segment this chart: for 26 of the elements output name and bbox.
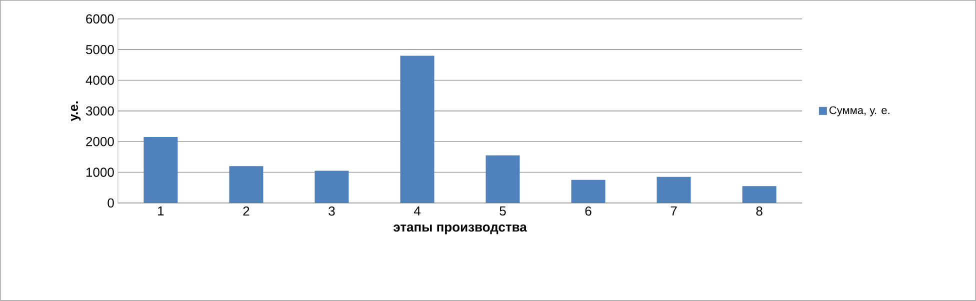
y-tick-label: 2000	[86, 137, 114, 146]
y-tick-label: 6000	[86, 14, 114, 24]
x-tick-label: 8	[756, 206, 762, 216]
x-tick-label: 3	[328, 206, 335, 216]
x-tick-label: 2	[243, 206, 250, 216]
y-tick-label: 5000	[86, 45, 114, 54]
bar	[486, 155, 520, 203]
y-axis-title: у.е.	[70, 102, 81, 122]
bar	[144, 137, 178, 203]
x-axis-title: этапы производства	[393, 224, 527, 234]
x-tick-label: 6	[585, 206, 592, 216]
y-tick-label: 3000	[86, 106, 114, 116]
bar	[656, 176, 691, 203]
x-tick-label: 7	[670, 206, 677, 216]
bar	[571, 180, 606, 203]
bar	[400, 56, 434, 203]
x-tick-label: 1	[158, 206, 164, 216]
bar	[229, 166, 264, 203]
y-tick-label: 1000	[86, 168, 114, 177]
bar	[314, 170, 349, 203]
legend-label: Сумма, у. е.	[830, 106, 890, 116]
bar	[742, 186, 776, 203]
x-tick-label: 5	[500, 206, 506, 216]
x-tick-label: 4	[414, 206, 420, 216]
y-tick-label: 4000	[86, 76, 114, 85]
y-tick-label: 0	[108, 198, 114, 208]
